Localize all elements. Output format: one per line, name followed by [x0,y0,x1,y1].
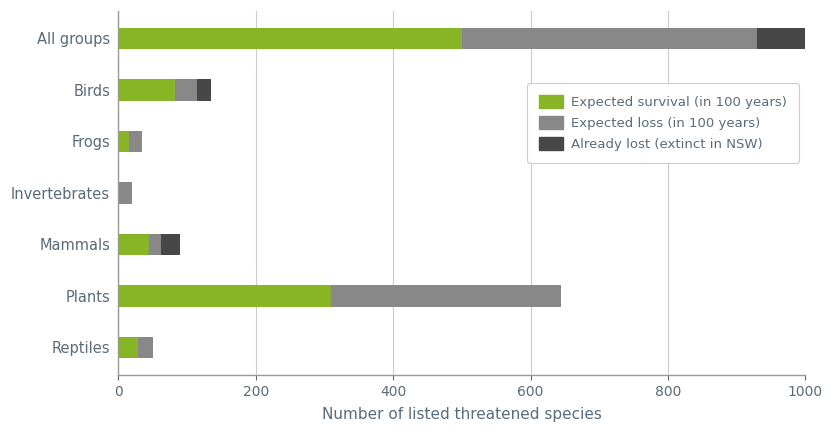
Bar [149,234,161,255]
X-axis label: Number of listed threatened species: Number of listed threatened species [322,407,602,422]
Bar [757,28,806,49]
Bar [118,79,175,101]
Bar [161,234,180,255]
Bar [331,285,561,307]
Bar [118,131,128,152]
Bar [198,79,211,101]
Bar [128,131,143,152]
Legend: Expected survival (in 100 years), Expected loss (in 100 years), Already lost (ex: Expected survival (in 100 years), Expect… [527,83,799,163]
Bar [175,79,198,101]
Bar [118,28,462,49]
Bar [118,182,132,204]
Bar [118,285,331,307]
Bar [118,234,149,255]
Bar [118,337,138,358]
Bar [138,337,153,358]
Bar [462,28,757,49]
